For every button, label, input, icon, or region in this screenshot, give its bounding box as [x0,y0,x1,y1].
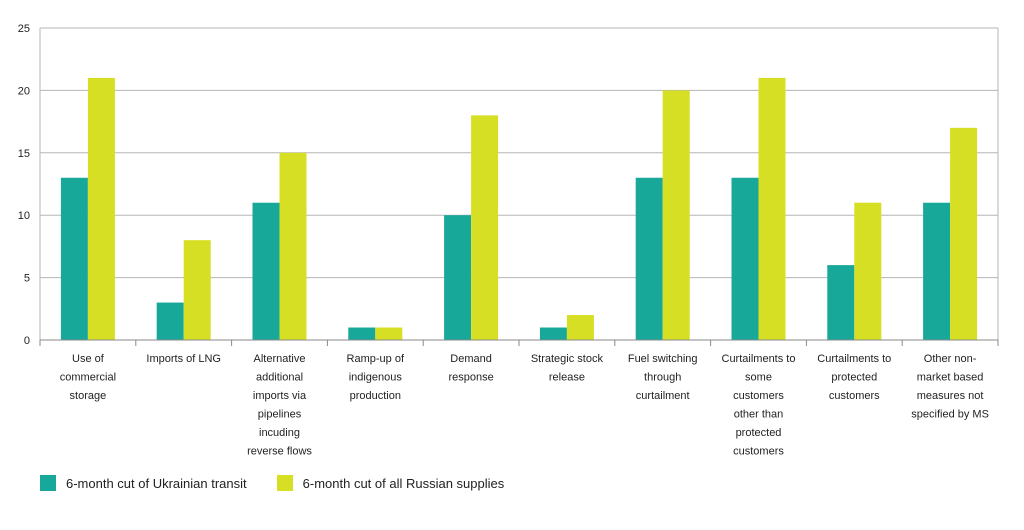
category-label-line: imports via [253,390,307,402]
legend-item-ukrainian-transit: 6-month cut of Ukrainian transit [40,475,247,491]
category-label-3: Alternative additional imports via pipeline… [247,353,312,458]
category-label-line: some [745,372,772,384]
category-label-line: release [549,372,585,384]
category-label-line: through [644,372,681,384]
bar-series1-6 [539,327,567,340]
bar-series2-5 [471,115,499,340]
legend-swatch-ukrainian-transit [40,475,56,491]
bar-series1-4 [348,327,376,340]
bar-series2-7 [662,90,690,341]
y-tick-label-0: 0 [24,335,30,347]
category-label-10: Other non-market based measures not specif… [911,353,989,421]
category-label-line: Ramp-up of [347,353,405,365]
bar-series2-10 [950,127,978,340]
category-label-5: Demand response [448,353,493,384]
category-label-line: storage [70,390,107,402]
category-label-1: Use of commercial storage [60,353,116,402]
category-label-line: Imports of LNG [146,353,221,365]
category-label-7: Fuel switching through curtailment [628,353,698,402]
bar-series1-8 [731,177,759,340]
legend: 6-month cut of Ukrainian transit 6-month… [40,475,534,491]
legend-label-ukrainian-transit: 6-month cut of Ukrainian transit [66,475,247,491]
legend-item-russian-supplies: 6-month cut of all Russian supplies [276,475,505,491]
category-label-6: Strategic stock release [531,353,604,384]
bar-series1-7 [635,177,663,340]
category-label-line: Demand [450,353,492,365]
category-label-line: pipelines [258,409,302,421]
category-label-line: incuding [259,427,300,439]
category-label-line: customers [733,446,784,458]
y-axis-ticks: 0 5 10 15 20 25 [18,23,30,347]
bar-series2-1 [87,77,115,341]
bar-series1-2 [156,302,184,340]
legend-label-russian-supplies: 6-month cut of all Russian supplies [302,475,505,491]
category-labels: Use of commercial storage Imports of LNG Alt… [60,353,989,458]
category-label-line: measures not [917,390,984,402]
category-label-line: Other non- [924,353,977,365]
bar-series1-1 [60,177,88,340]
category-label-line: commercial [60,372,116,384]
category-label-line: indigenous [349,372,403,384]
bar-series1-9 [827,265,855,340]
category-label-line: customers [733,390,784,402]
category-label-line: specified by MS [911,409,989,421]
category-label-line: market based [917,372,984,384]
category-label-2: Imports of LNG [146,353,221,365]
category-label-line: protected [831,372,877,384]
bar-series2-9 [854,202,882,340]
category-label-9: Curtailments to protected customers [817,353,891,402]
category-label-line: Use of [72,353,105,365]
category-label-8: Curtailments to some customers other than pr… [722,353,796,458]
x-axis [39,339,999,346]
category-label-line: response [448,372,493,384]
bar-series1-10 [923,202,951,340]
category-label-line: other than [734,409,784,421]
category-label-line: customers [829,390,880,402]
category-label-line: reverse flows [247,446,312,458]
legend-swatch-russian-supplies [276,475,293,491]
bar-series2-4 [375,327,403,340]
category-label-line: additional [256,372,303,384]
y-tick-label-5: 5 [24,273,30,285]
category-label-line: curtailment [636,390,690,402]
bars [60,77,978,341]
bar-series1-3 [252,202,280,340]
y-tick-label-25: 25 [18,23,30,35]
y-tick-label-15: 15 [18,148,30,160]
y-tick-label-20: 20 [18,85,30,97]
y-tick-label-10: 10 [18,210,30,222]
bar-series2-3 [279,152,307,340]
bar-series2-2 [183,240,211,340]
bar-series2-6 [566,315,594,340]
category-label-line: Fuel switching [628,353,698,365]
category-label-line: Alternative [254,353,306,365]
bar-series2-8 [758,77,786,341]
category-label-line: protected [736,427,782,439]
bar-series1-5 [444,215,472,340]
bar-chart: 0 5 10 15 20 25 Use of commercial storage Import… [18,23,999,458]
category-label-line: Curtailments to [722,353,796,365]
category-label-line: Curtailments to [817,353,891,365]
category-label-line: Strategic stock [531,353,604,365]
category-label-line: production [350,390,401,402]
category-label-4: Ramp-up of indigenous production [347,353,405,402]
